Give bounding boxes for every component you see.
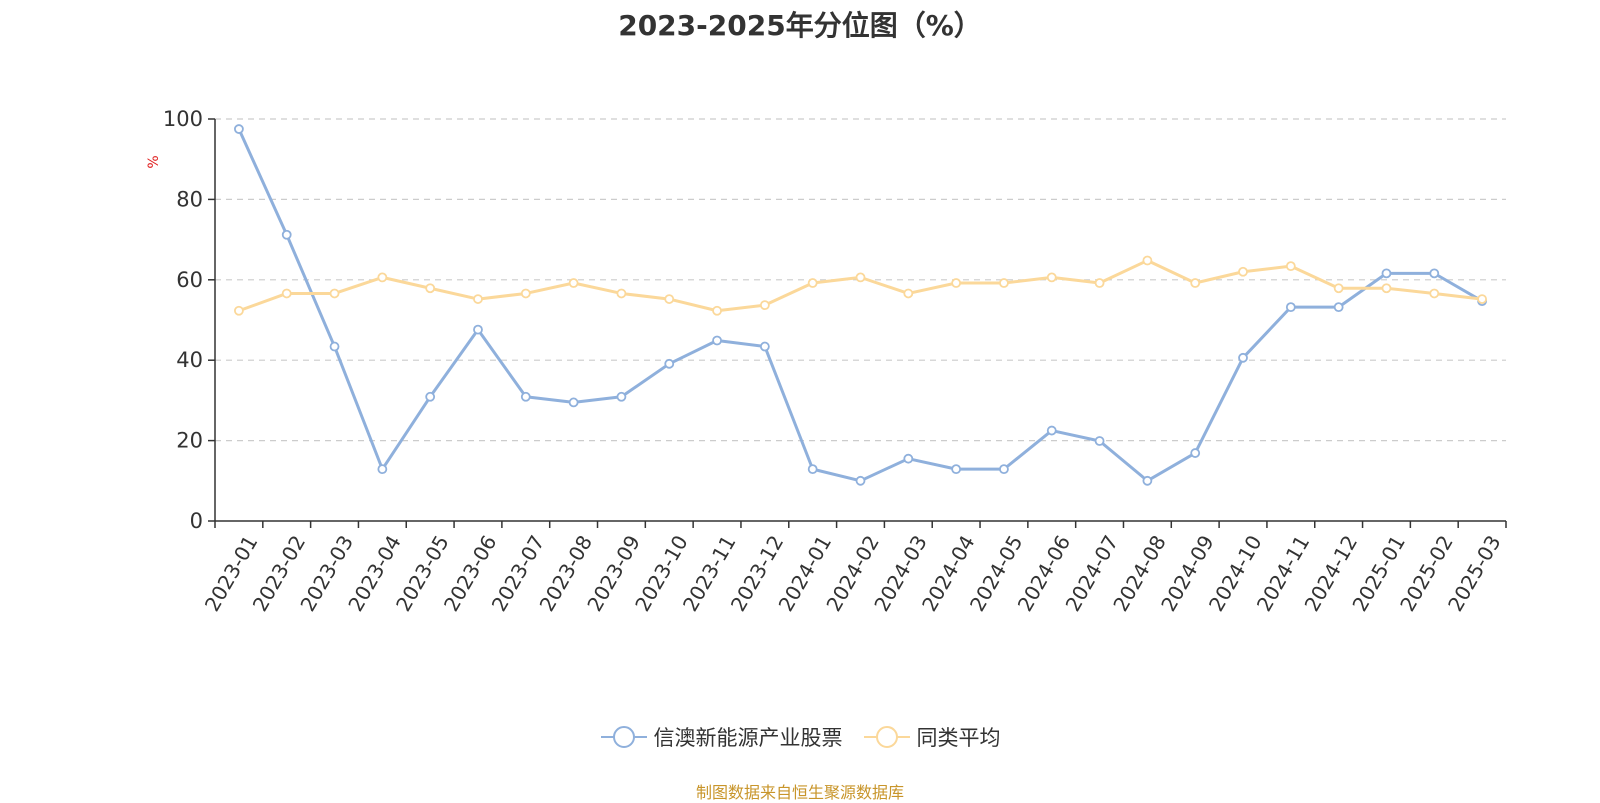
y-tick-label-60: 60 xyxy=(176,268,203,292)
series-line-1 xyxy=(237,259,1484,313)
data-point-s1-2023-01 xyxy=(234,305,244,316)
legend-item-average[interactable]: 同类平均 xyxy=(863,722,1001,752)
data-point-s0-2023-05 xyxy=(425,391,436,402)
data-point-s1-2024-07 xyxy=(1094,278,1105,288)
legend-label-fund: 信澳新能源产业股票 xyxy=(653,726,843,750)
data-point-s1-2025-03 xyxy=(1477,294,1487,304)
data-point-s0-2023-12 xyxy=(759,341,770,352)
data-point-s1-2023-04 xyxy=(377,272,388,283)
data-point-s1-2024-01 xyxy=(807,278,818,288)
data-point-s0-2023-11 xyxy=(712,335,722,346)
data-point-s1-2024-12 xyxy=(1333,283,1344,294)
data-point-s1-2024-08 xyxy=(1142,255,1153,266)
data-point-s0-2023-04 xyxy=(377,464,388,475)
data-point-s0-2025-02 xyxy=(1429,268,1440,279)
data-point-s0-2023-07 xyxy=(520,391,531,402)
data-point-s1-2023-11 xyxy=(712,305,722,316)
source-note: 制图数据来自恒生聚源数据库 xyxy=(695,783,904,802)
data-point-s0-2024-08 xyxy=(1142,475,1153,486)
data-point-s0-2025-01 xyxy=(1381,268,1392,279)
data-point-s1-2023-12 xyxy=(759,300,770,311)
data-point-s1-2024-02 xyxy=(855,272,866,283)
data-point-s0-2024-11 xyxy=(1285,302,1296,313)
data-point-s0-2024-09 xyxy=(1190,448,1201,458)
data-point-s1-2023-08 xyxy=(568,278,579,288)
chart-legend: 信澳新能源产业股票 同类平均 xyxy=(0,722,1600,752)
data-point-s0-2023-01 xyxy=(234,124,244,134)
legend-label-average: 同类平均 xyxy=(916,726,1001,750)
y-tick-label-40: 40 xyxy=(176,348,203,372)
y-axis-label: % xyxy=(146,155,162,168)
data-point-s1-2024-10 xyxy=(1238,266,1248,277)
data-point-s1-2023-07 xyxy=(520,288,531,299)
data-point-s0-2023-08 xyxy=(568,397,579,408)
data-point-s0-2024-07 xyxy=(1094,436,1105,446)
y-tick-label-20: 20 xyxy=(176,429,203,453)
data-point-s1-2024-03 xyxy=(903,288,914,299)
data-point-s1-2023-02 xyxy=(281,288,292,299)
series-line-0 xyxy=(237,127,1484,483)
data-point-s1-2024-06 xyxy=(1046,272,1057,283)
data-point-s1-2024-11 xyxy=(1285,261,1296,272)
data-point-s1-2023-09 xyxy=(616,288,627,299)
data-point-s1-2023-10 xyxy=(664,294,675,304)
data-point-s0-2024-10 xyxy=(1238,352,1248,363)
legend-marker-fund-icon xyxy=(600,726,647,748)
data-point-s0-2023-02 xyxy=(281,229,292,240)
legend-item-fund[interactable]: 信澳新能源产业股票 xyxy=(600,722,843,752)
y-tick-label-100: 100 xyxy=(163,107,203,131)
data-point-s1-2023-03 xyxy=(329,288,340,299)
data-point-s0-2024-06 xyxy=(1046,425,1057,436)
data-point-s0-2023-06 xyxy=(473,324,483,335)
data-point-s0-2023-03 xyxy=(329,341,340,352)
data-point-s0-2024-01 xyxy=(807,464,818,475)
data-point-s0-2024-12 xyxy=(1333,302,1344,313)
data-point-s1-2024-05 xyxy=(999,278,1009,288)
chart-title: 2023-2025年分位图（%） xyxy=(618,9,982,42)
data-point-s0-2024-02 xyxy=(855,475,866,486)
data-point-s1-2024-09 xyxy=(1190,278,1201,288)
data-point-s1-2023-05 xyxy=(425,283,436,294)
y-tick-label-0: 0 xyxy=(190,509,203,533)
data-point-s0-2024-05 xyxy=(999,464,1009,475)
legend-marker-average-icon xyxy=(863,726,910,748)
data-point-s0-2024-04 xyxy=(951,464,962,475)
y-tick-label-80: 80 xyxy=(176,187,203,211)
data-point-s0-2023-10 xyxy=(664,358,675,369)
data-point-s1-2024-04 xyxy=(951,278,962,288)
data-point-s0-2023-09 xyxy=(616,391,627,402)
data-point-s1-2025-01 xyxy=(1381,283,1392,294)
data-point-s1-2025-02 xyxy=(1429,288,1440,299)
data-point-s1-2023-06 xyxy=(473,294,483,304)
data-point-s0-2024-03 xyxy=(903,453,914,464)
